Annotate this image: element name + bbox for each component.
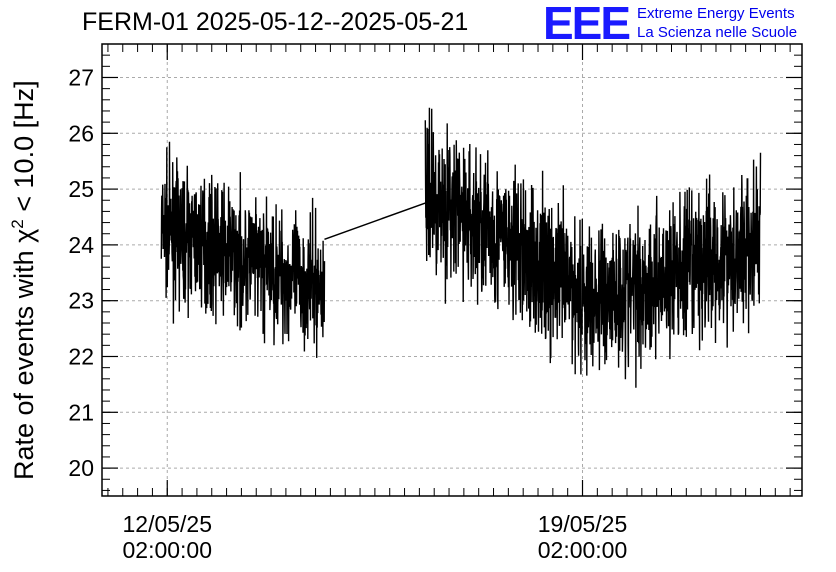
x-tick-label-date: 19/05/25 — [538, 511, 628, 537]
y-tick-label: 22 — [68, 343, 94, 369]
y-tick-label: 20 — [68, 455, 94, 481]
y-tick-label: 23 — [68, 288, 94, 314]
y-tick-labels: 20 21 22 23 24 25 26 27 — [68, 64, 94, 481]
logo-caption: Extreme Energy Events La Scienza nelle S… — [637, 4, 797, 42]
series-segment-1 — [160, 141, 326, 358]
eee-logo: EEE — [543, 0, 631, 49]
y-axis-label: Rate of events with χ2 < 10.0 [Hz] — [8, 80, 40, 480]
series-segment-2 — [424, 107, 762, 388]
y-tick-label: 27 — [68, 64, 94, 90]
gap-connector-line — [324, 202, 426, 241]
logo-caption-line2: La Scienza nelle Scuole — [637, 24, 798, 41]
chart-title: FERM-01 2025-05-12--2025-05-21 — [82, 8, 469, 36]
logo-caption-line1: Extreme Energy Events — [637, 5, 795, 22]
y-tick-label: 26 — [68, 120, 94, 146]
y-tick-label: 24 — [68, 232, 94, 258]
series-rate — [160, 107, 762, 388]
y-tick-label: 25 — [68, 176, 94, 202]
y-tick-label: 21 — [68, 399, 94, 425]
x-tick-label-time: 02:00:00 — [538, 537, 628, 563]
y-axis-label-main: Rate of events with χ — [9, 228, 39, 480]
x-tick-label-date: 12/05/25 — [122, 511, 212, 537]
axis-ticks — [102, 43, 802, 496]
plot-frame — [101, 43, 803, 497]
x-tick-label-time: 02:00:00 — [122, 537, 212, 563]
y-axis-label-superscript: 2 — [8, 219, 27, 229]
y-axis-label-tail: < 10.0 [Hz] — [9, 80, 39, 220]
